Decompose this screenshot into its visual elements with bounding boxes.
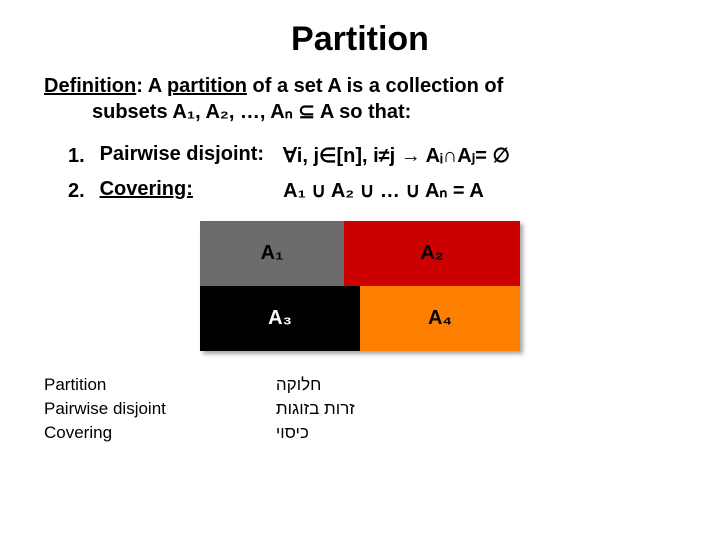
condition-2-value: A₁ ∪ A₂ ∪ … ∪ Aₙ = A	[283, 178, 484, 203]
glossary-en-0: Partition	[44, 375, 166, 395]
diagram-cell-a1: A₁	[200, 221, 344, 286]
glossary-he-1: זרות בזוגות	[276, 399, 355, 419]
glossary-he-2: כיסוי	[276, 423, 355, 443]
glossary-hebrew: חלוקה זרות בזוגות כיסוי	[276, 375, 355, 447]
partition-diagram: A₁ A₂ A₃ A₄	[200, 221, 520, 351]
condition-1-num: 1.	[68, 145, 94, 168]
condition-2-label: Covering:	[100, 178, 278, 201]
condition-1-label: Pairwise disjoint:	[100, 143, 278, 166]
condition-1-value: ∀i, j∈[n], i≠j → Aᵢ∩Aⱼ= ∅	[283, 143, 510, 168]
diagram-cell-a3: A₃	[200, 286, 360, 351]
glossary-en-1: Pairwise disjoint	[44, 399, 166, 419]
definition-block: Definition: A partition of a set A is a …	[40, 73, 680, 125]
condition-1: 1. Pairwise disjoint: ∀i, j∈[n], i≠j → A…	[68, 143, 680, 168]
glossary: Partition Pairwise disjoint Covering חלו…	[40, 375, 680, 447]
definition-text-1b: of a set A is a collection of	[247, 75, 503, 97]
definition-text-1a: : A	[136, 75, 167, 97]
definition-term: partition	[167, 75, 247, 97]
glossary-he-0: חלוקה	[276, 375, 355, 395]
condition-2: 2. Covering: A₁ ∪ A₂ ∪ … ∪ Aₙ = A	[68, 178, 680, 203]
glossary-en-2: Covering	[44, 423, 166, 443]
page-title: Partition	[40, 20, 680, 59]
condition-2-num: 2.	[68, 180, 94, 203]
definition-text-2: subsets A₁, A₂, …, Aₙ ⊆ A so that:	[44, 99, 676, 125]
diagram-cell-a4: A₄	[360, 286, 520, 351]
diagram-cell-a2: A₂	[344, 221, 520, 286]
definition-label: Definition	[44, 75, 136, 97]
condition-list: 1. Pairwise disjoint: ∀i, j∈[n], i≠j → A…	[40, 143, 680, 203]
glossary-english: Partition Pairwise disjoint Covering	[44, 375, 166, 447]
